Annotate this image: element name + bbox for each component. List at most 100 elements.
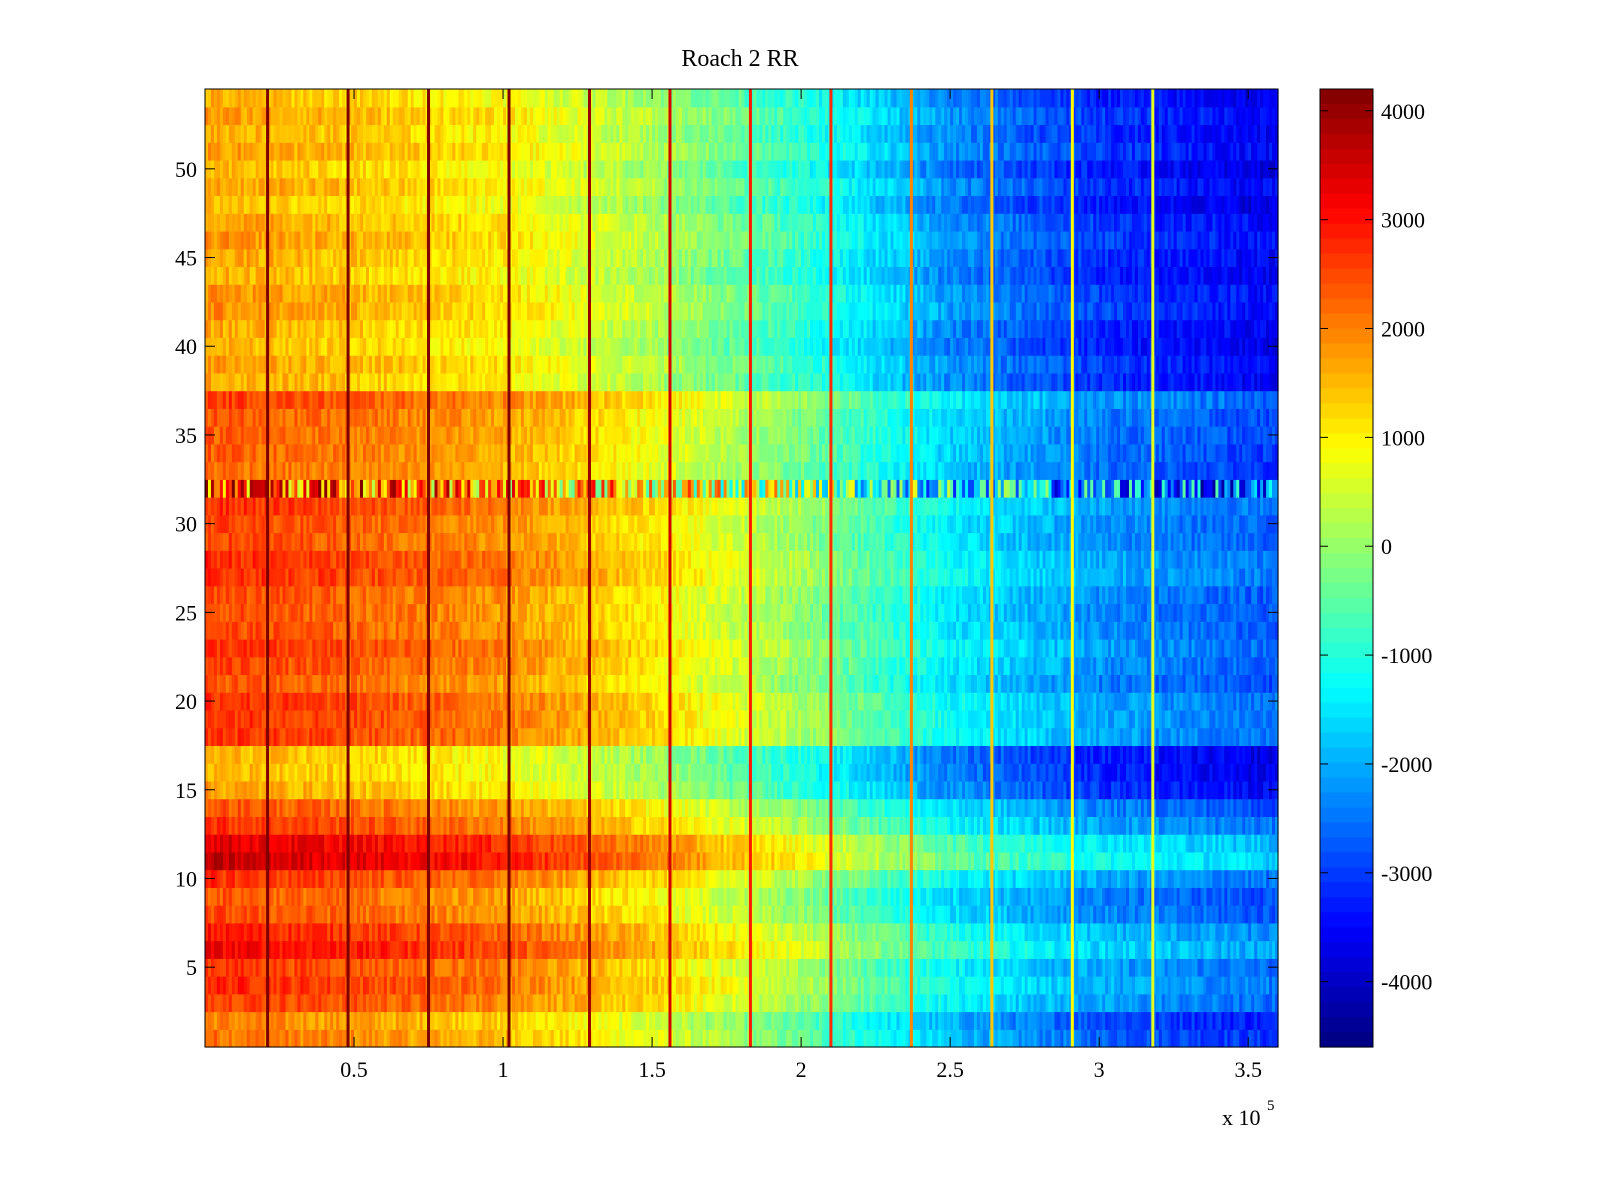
heatmap-cell [741,1011,746,1030]
heatmap-cell [944,1011,948,1030]
heatmap-cell [863,1029,868,1048]
heatmap-cell [613,1011,617,1030]
heatmap-cell [1108,993,1112,1013]
heatmap-cell [234,976,239,995]
heatmap-cell [222,1029,227,1048]
heatmap-cell [267,1029,272,1048]
heatmap-cell [359,1011,364,1030]
heatmap-cell [580,1029,585,1048]
heatmap-cell [470,1029,474,1048]
heatmap-cell [1221,1029,1225,1048]
heatmap-cell [821,993,826,1013]
heatmap-cell [354,1011,358,1030]
heatmap-cell [690,1029,695,1048]
heatmap-cell [944,1029,948,1048]
heatmap-cell [231,993,236,1013]
heatmap-cell [687,993,692,1013]
heatmap-cell [675,1029,680,1048]
heatmap-cell [1125,1011,1130,1030]
heatmap-cell [1257,993,1261,1013]
heatmap-cell [485,1011,489,1030]
heatmap-cell [675,1011,680,1030]
heatmap-cell [327,976,331,995]
heatmap-cell [968,993,972,1013]
heatmap-cell [297,1029,301,1048]
heatmap-cell [807,1011,811,1030]
heatmap-cell [714,993,719,1013]
heatmap-cell [279,1029,284,1048]
heatmap-cell [428,1029,433,1048]
heatmap-cell [419,1011,424,1030]
heatmap-cell [1155,993,1160,1013]
heatmap-cell [428,993,433,1013]
heatmap-cell [359,976,364,995]
heatmap-cell [956,1029,960,1048]
heatmap-cell [592,993,597,1013]
heatmap-cell [881,1029,886,1048]
heatmap-cell [479,993,483,1013]
heatmap-cell [857,1011,862,1030]
heatmap-cell [863,1011,868,1030]
heatmap-cell [735,1011,740,1030]
heatmap-cell [1242,1029,1246,1048]
heatmap-cell [759,1029,763,1048]
heatmap-cell [1251,1011,1255,1030]
heatmap-cell [1131,993,1136,1013]
heatmap-cell [735,993,740,1013]
heatmap-cell [1218,993,1222,1013]
heatmap-cell [359,1029,364,1048]
heatmap-cell [1269,1011,1273,1030]
heatmap-cell [920,993,924,1013]
heatmap-cell [255,976,260,995]
heatmap-cell [1248,1011,1252,1030]
heatmap-cell [1111,1029,1115,1048]
heatmap-cell [580,993,585,1013]
heatmap-cell [842,1029,847,1048]
heatmap-cell [1027,993,1032,1013]
heatmap-cell [929,1029,933,1048]
heatmap-cell [1033,1011,1038,1030]
heatmap-cell [741,1029,746,1048]
heatmap-cell [813,1029,817,1048]
heatmap-cell [646,1011,650,1030]
heatmap-cell [711,993,716,1013]
heatmap-cell [890,1011,895,1030]
heatmap-cell [1227,1011,1231,1030]
heatmap-cell [556,1029,561,1048]
heatmap-cell [723,993,728,1013]
heatmap-cell [1087,1011,1091,1030]
heatmap-cell [792,1029,796,1048]
heatmap-cell [637,1011,641,1030]
heatmap-cell [449,1029,453,1048]
heatmap-cell [1042,993,1047,1013]
heatmap-cell [1191,993,1196,1013]
heatmap-cell [1218,1011,1222,1030]
heatmap-cell [529,1029,534,1048]
heatmap-cell [702,993,707,1013]
heatmap-cell [1176,1011,1181,1030]
heatmap-cell [1203,1011,1208,1030]
heatmap-cell [1188,1011,1193,1030]
heatmap-cell [1197,993,1202,1013]
heatmap-cell [538,1029,543,1048]
heatmap-cell [437,993,442,1013]
heatmap-cell [1194,993,1199,1013]
heatmap-cell [1176,1029,1181,1048]
heatmap-cell [1140,1011,1145,1030]
heatmap-cell [824,1011,829,1030]
heatmap-cell [473,1029,477,1048]
heatmap-cell [291,1011,296,1030]
heatmap-cell [479,1029,483,1048]
heatmap-cell [455,993,459,1013]
heatmap-cell [315,993,319,1013]
heatmap-cell [568,1029,573,1048]
heatmap-cell [1152,1029,1157,1048]
heatmap-cell [315,1029,319,1048]
heatmap-cell [550,1011,555,1030]
heatmap-cell [279,976,284,995]
heatmap-cell [1105,1029,1109,1048]
heatmap-cell [1081,1029,1085,1048]
heatmap-cell [514,1011,519,1030]
heatmap-cell [732,1011,737,1030]
heatmap-cell [523,1029,528,1048]
